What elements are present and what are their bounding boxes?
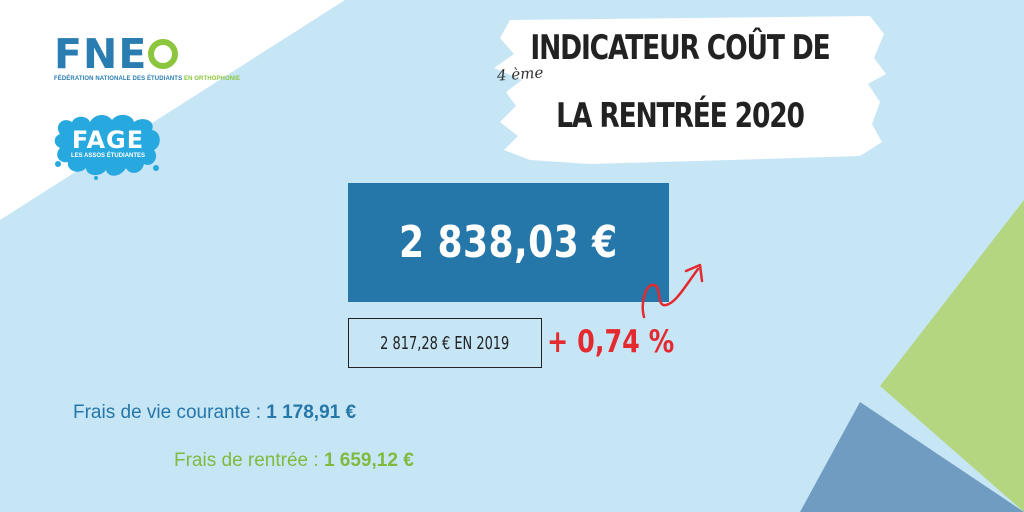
title-line-2: LA RENTRÉE 2020 [556, 96, 805, 136]
title-block: INDICATEUR COÛT DE LA RENTRÉE 2020 [470, 14, 890, 164]
fage-splash-icon [54, 114, 160, 180]
living-costs-label: Frais de vie courante : [73, 402, 261, 423]
edition-label: 4 ème [496, 63, 544, 85]
corner-steel-blue-shape [800, 402, 1024, 512]
fage-logo: FAGE LES ASSOS ÉTUDIANTES [52, 112, 164, 180]
previous-year-amount: 2 817,28 € EN 2019 [380, 332, 510, 354]
fneo-logo-wordmark: FNE [54, 34, 204, 75]
corner-green-shape [880, 200, 1024, 512]
back-to-school-line: Frais de rentrée : 1 659,12 € [174, 450, 414, 472]
fneo-logo-o-icon [148, 39, 179, 69]
brush-stroke-background [494, 16, 886, 164]
back-to-school-label: Frais de rentrée : [174, 450, 319, 471]
fage-logo-wordmark: FAGE [71, 126, 145, 154]
main-amount-box: 2 838,03 € [348, 183, 669, 302]
previous-year-box: 2 817,28 € EN 2019 [348, 318, 542, 368]
back-to-school-value: 1 659,12 € [323, 450, 414, 471]
title-line-1: INDICATEUR COÛT DE [530, 28, 830, 68]
fneo-logo-tagline: FÉDÉRATION NATIONALE DES ÉTUDIANTS EN OR… [54, 76, 241, 82]
fage-logo-tagline: LES ASSOS ÉTUDIANTES [70, 153, 146, 159]
living-costs-value: 1 178,91 € [266, 402, 357, 423]
living-costs-line: Frais de vie courante : 1 178,91 € [73, 402, 356, 424]
trend-up-arrow-icon [641, 263, 704, 319]
fneo-logo: FNE FÉDÉRATION NATIONALE DES ÉTUDIANTS E… [54, 34, 241, 89]
percent-change: + 0,74 % [547, 324, 675, 360]
main-amount: 2 838,03 € [399, 217, 618, 268]
